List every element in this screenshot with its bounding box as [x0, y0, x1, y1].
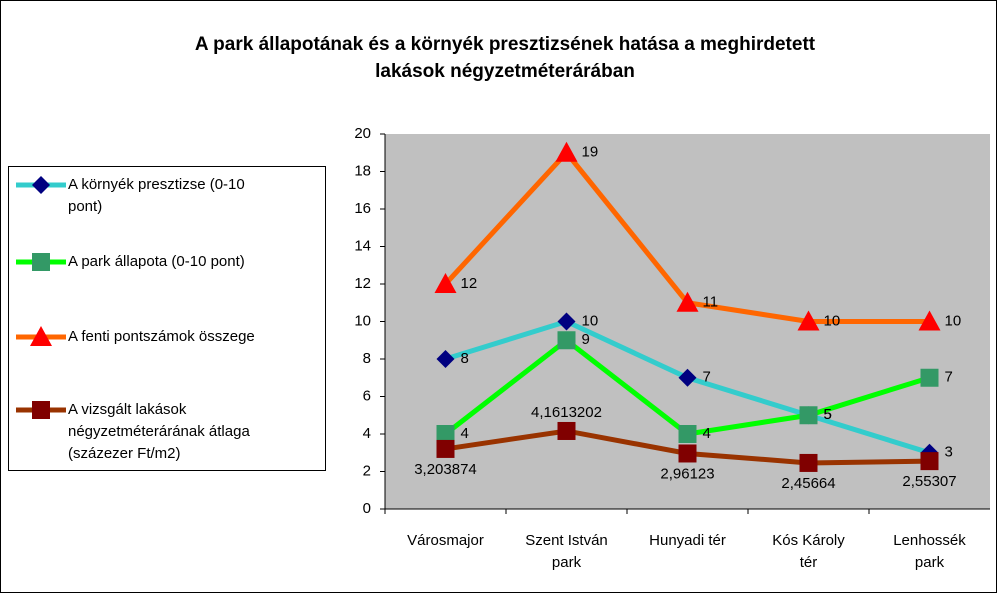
marker — [32, 401, 50, 419]
y-tick-label: 14 — [354, 237, 371, 254]
legend-label: A fenti pontszámok összege — [68, 328, 255, 345]
marker — [678, 368, 697, 387]
marker — [676, 291, 699, 312]
data-label: 4,1613202 — [531, 404, 602, 421]
marker — [436, 439, 455, 458]
marker — [436, 425, 455, 443]
data-label: 4 — [703, 425, 711, 442]
marker — [436, 350, 455, 368]
marker — [920, 368, 939, 387]
x-tick-label: Szent István park — [525, 532, 608, 571]
y-tick-label: 6 — [363, 387, 371, 404]
y-tick-label: 16 — [354, 200, 371, 217]
data-label: 3,203874 — [414, 461, 477, 478]
marker — [557, 312, 576, 331]
y-tick-label: 12 — [354, 275, 371, 292]
x-tick-label: Kós Károly tér — [772, 532, 845, 571]
y-tick-label: 4 — [363, 425, 371, 442]
legend-box — [8, 166, 326, 471]
data-label: 2,45664 — [781, 475, 835, 492]
marker — [557, 331, 576, 350]
data-label: 11 — [703, 294, 719, 311]
y-tick-label: 8 — [363, 350, 371, 367]
data-label: 5 — [824, 406, 832, 423]
legend-label: A vizsgált lakások négyzetméterárának átl… — [68, 401, 250, 462]
y-tick-label: 20 — [354, 125, 371, 142]
data-label: 2,96123 — [660, 465, 714, 482]
data-label: 19 — [582, 144, 599, 161]
marker — [918, 310, 941, 331]
data-label: 7 — [703, 369, 711, 386]
data-label: 9 — [582, 331, 590, 348]
marker — [678, 425, 697, 443]
marker — [32, 176, 50, 194]
data-label: 10 — [945, 312, 962, 329]
x-tick-label: Lenhossék park — [893, 532, 966, 571]
data-label: 12 — [461, 275, 478, 292]
marker — [678, 444, 697, 463]
marker — [799, 406, 818, 425]
marker — [799, 453, 818, 472]
data-label: 7 — [945, 369, 953, 386]
data-label: 3 — [945, 444, 953, 461]
data-label: 2,55307 — [902, 473, 956, 490]
marker — [434, 273, 457, 293]
data-label: 8 — [461, 350, 469, 367]
legend-label: A környék presztizse (0-10 pont) — [68, 176, 245, 215]
x-tick-label: Városmajor — [407, 532, 484, 549]
chart-title: A park állapotának és a környék presztiz… — [195, 34, 816, 82]
data-label: 4 — [461, 425, 469, 442]
y-tick-label: 0 — [363, 500, 371, 517]
marker — [32, 253, 50, 271]
y-tick-label: 2 — [363, 462, 371, 479]
marker — [30, 326, 52, 346]
y-tick-label: 18 — [354, 162, 371, 179]
marker — [555, 141, 578, 162]
marker — [797, 310, 820, 331]
marker — [557, 421, 576, 440]
marker — [920, 452, 939, 471]
y-tick-label: 10 — [354, 312, 371, 329]
data-label: 5 — [824, 406, 832, 423]
data-label: 10 — [824, 312, 841, 329]
x-tick-label: Hunyadi tér — [649, 532, 726, 549]
legend-label: A park állapota (0-10 pont) — [68, 253, 245, 270]
data-label: 10 — [582, 312, 599, 329]
